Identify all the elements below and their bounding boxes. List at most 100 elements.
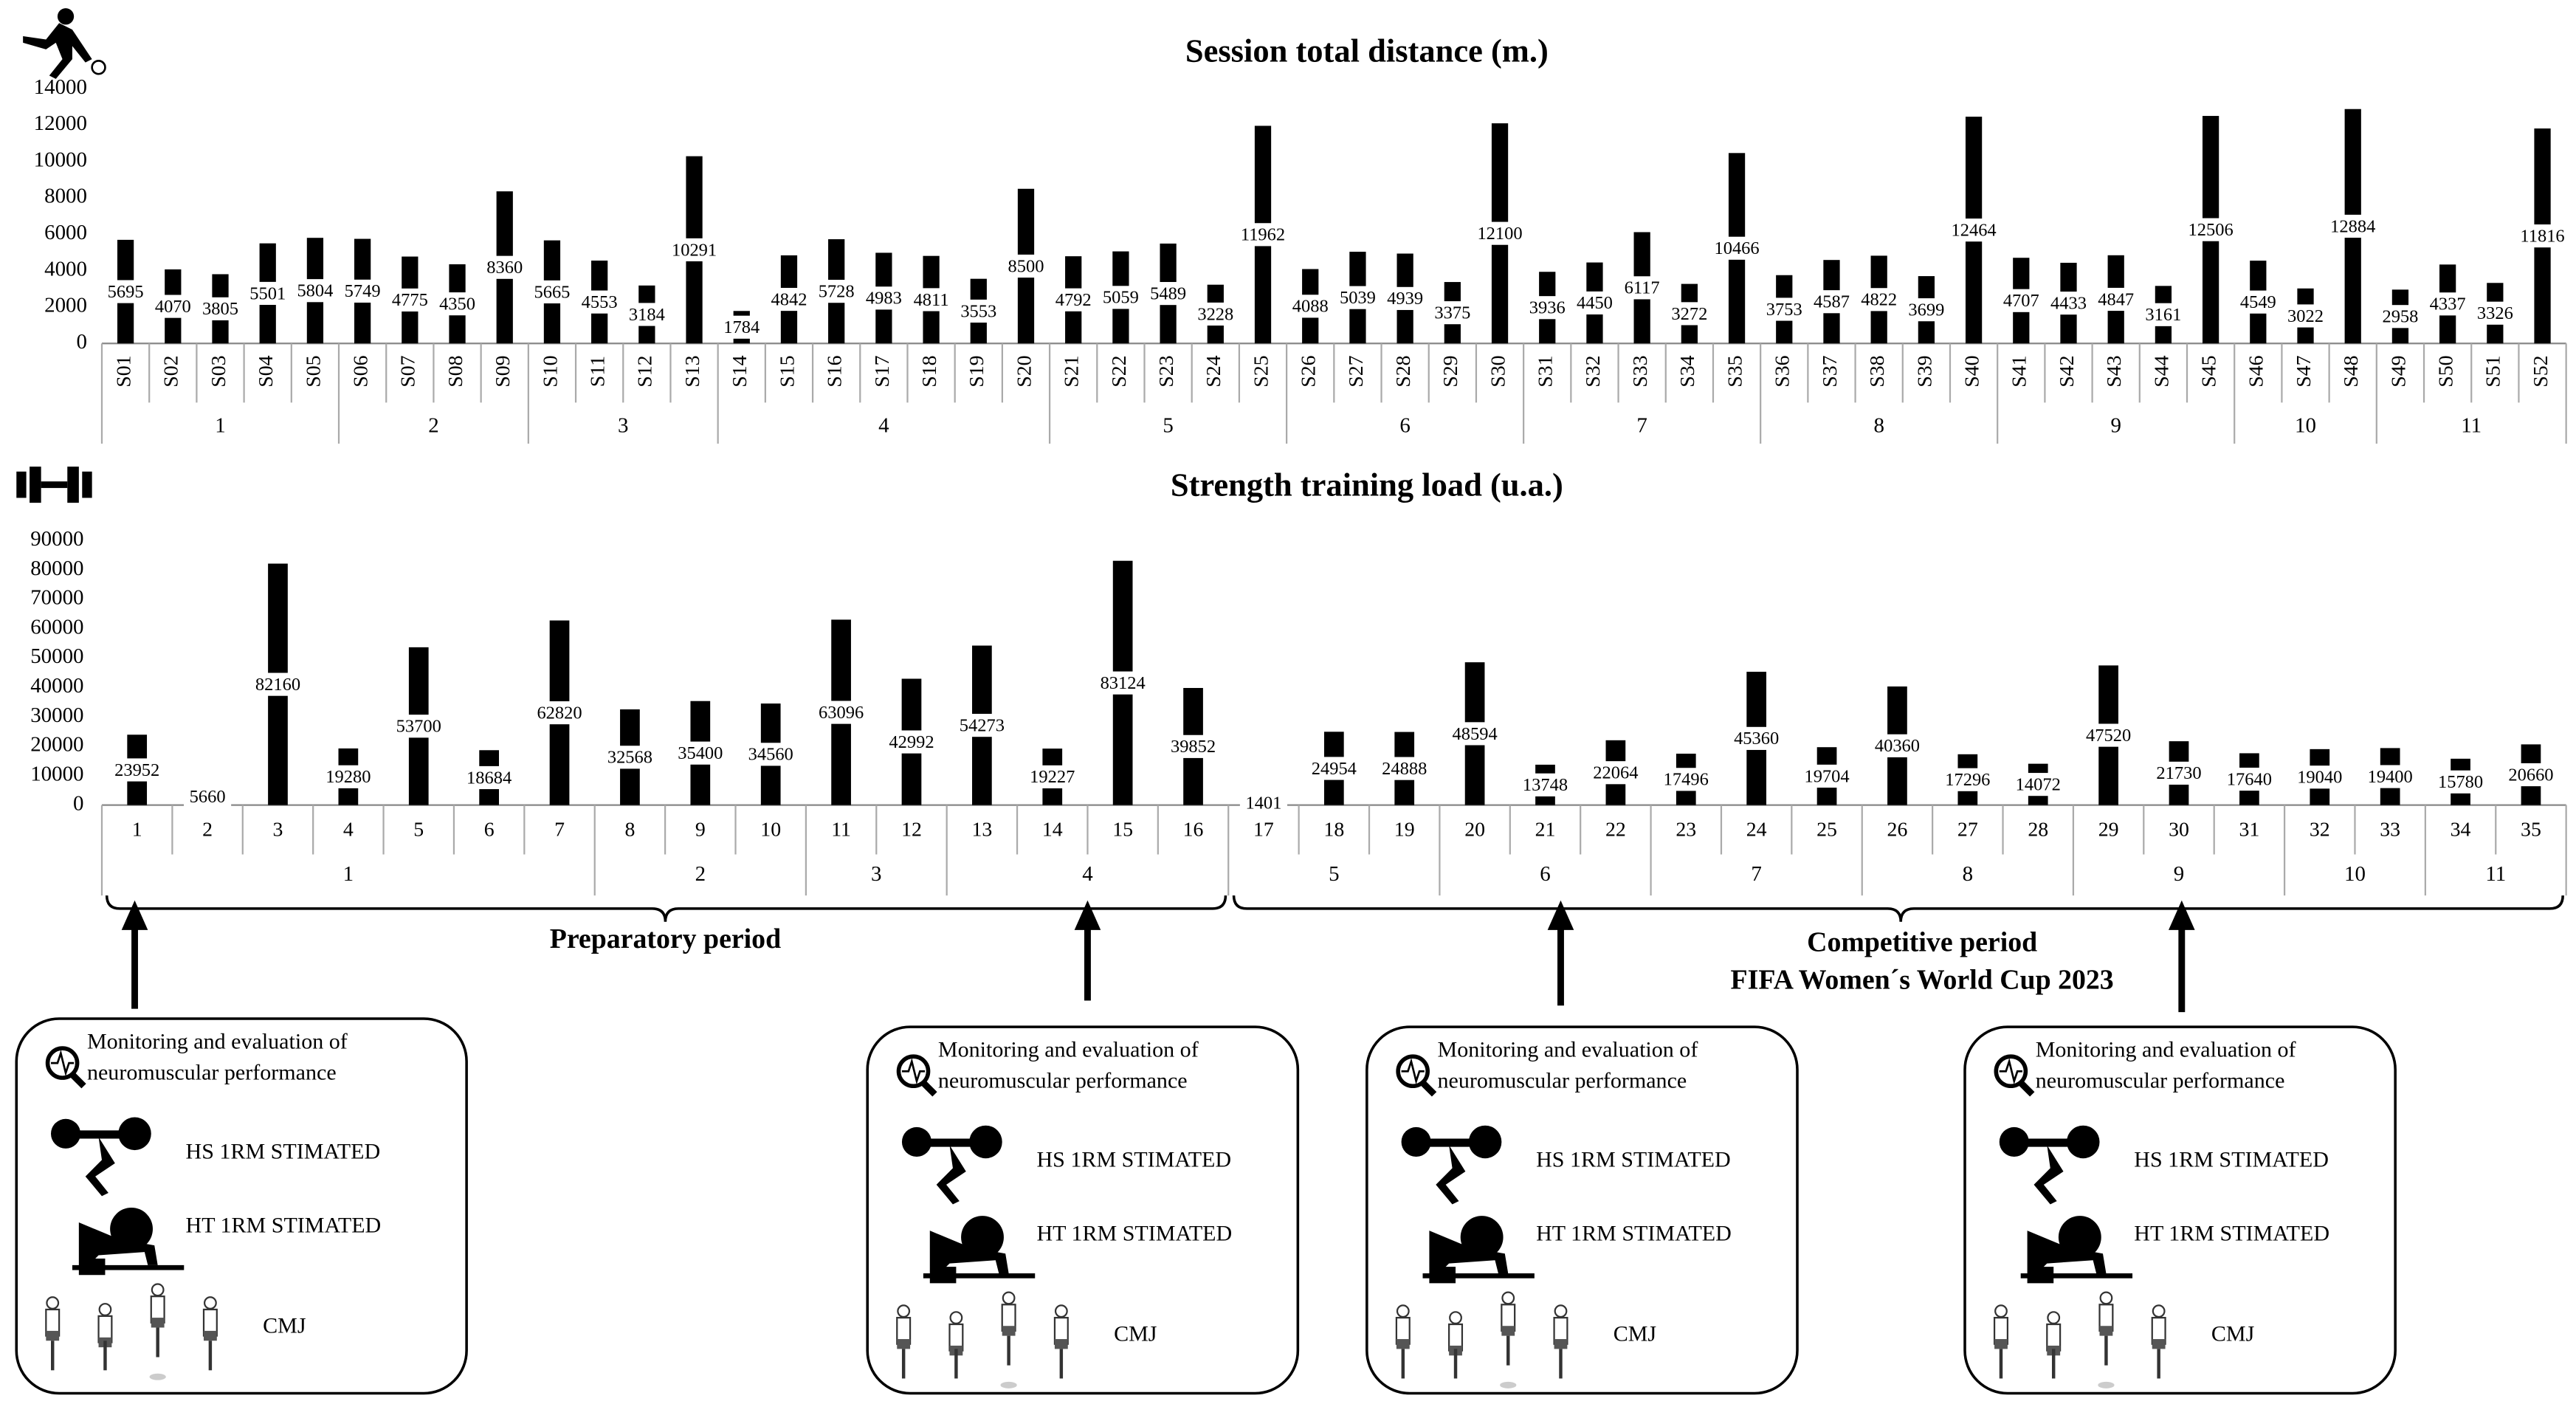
x-tick-label: S44 — [2150, 355, 2173, 387]
value-label: 40360 — [1875, 736, 1920, 756]
value-label-bg — [883, 730, 940, 754]
squat-figure — [2033, 1145, 2064, 1205]
value-label: 19227 — [1030, 767, 1075, 787]
x-tick-label: S22 — [1108, 355, 1131, 387]
value-label-bg — [149, 295, 197, 318]
group-label: 4 — [878, 413, 889, 437]
x-tick-label: S47 — [2293, 355, 2315, 387]
x-tick-label: S42 — [2056, 355, 2079, 387]
jump-shadow — [1000, 1381, 1017, 1388]
x-tick-label: S13 — [681, 355, 704, 387]
value-label-bg — [108, 758, 166, 782]
x-tick-label: 3 — [273, 819, 283, 842]
bench — [1422, 1273, 1535, 1279]
value-label-bg — [1305, 757, 1363, 780]
value-label: 32568 — [607, 748, 652, 768]
x-tick-label: S23 — [1155, 355, 1178, 387]
pulse-icon — [50, 1049, 75, 1077]
value-label: 5665 — [534, 282, 570, 302]
value-label-bg — [2045, 292, 2093, 315]
x-tick-label: S29 — [1439, 355, 1462, 387]
box-title: neuromuscular performance — [2036, 1069, 2285, 1093]
jumper-shorts — [1994, 1339, 2008, 1349]
jump-shadow — [1500, 1381, 1517, 1388]
value-label-bg — [1164, 734, 1222, 758]
value-label: 13748 — [1523, 775, 1568, 795]
value-label: 3326 — [2477, 303, 2513, 323]
barbell — [1406, 1138, 1498, 1147]
test-label: HS 1RM STIMATED — [186, 1139, 381, 1163]
test-label: CMJ — [1614, 1321, 1657, 1346]
jumper-shorts — [46, 1330, 60, 1341]
value-label: 4842 — [771, 289, 807, 309]
value-label-bg — [1855, 288, 1903, 312]
y-tick-label: 80000 — [30, 557, 83, 580]
test-label: HS 1RM STIMATED — [1536, 1148, 1731, 1172]
bench — [923, 1273, 1036, 1279]
value-label: 19400 — [2368, 767, 2413, 787]
value-label-bg — [1334, 286, 1382, 309]
bench-leg — [1429, 1267, 1456, 1284]
value-label: 10291 — [672, 240, 717, 260]
value-label: 34560 — [748, 745, 793, 765]
arrow-head — [121, 900, 148, 930]
value-label: 19280 — [326, 767, 371, 787]
squat-figure — [1436, 1145, 1466, 1205]
x-tick-label: 34 — [2451, 819, 2471, 842]
x-tick-label: S43 — [2103, 355, 2126, 387]
value-label: 45360 — [1734, 729, 1779, 749]
x-tick-label: S11 — [587, 356, 610, 387]
jumper-shorts — [1054, 1339, 1068, 1349]
x-tick-label: 35 — [2521, 819, 2541, 842]
x-tick-label: S27 — [1345, 355, 1368, 387]
value-label-bg — [196, 297, 244, 320]
value-label-bg — [2079, 723, 2138, 747]
x-tick-label: S25 — [1250, 355, 1272, 387]
value-label-bg — [1428, 301, 1476, 325]
x-tick-label: 29 — [2098, 819, 2119, 842]
value-label-bg — [2290, 765, 2349, 789]
value-label-bg — [1287, 295, 1335, 318]
dumbbell-icon — [16, 467, 92, 503]
value-label-bg — [1727, 726, 1785, 750]
plate — [969, 1125, 1002, 1159]
value-label-bg — [742, 743, 800, 766]
value-label: 3699 — [1908, 300, 1944, 320]
pulse-icon — [1999, 1058, 2022, 1085]
test-label: HT 1RM STIMATED — [1036, 1222, 1232, 1246]
group-label: 2 — [695, 862, 706, 886]
y-tick-label: 70000 — [30, 586, 83, 610]
y-tick-label: 6000 — [44, 221, 87, 244]
x-tick-label: 18 — [1323, 819, 1344, 842]
value-label: 24888 — [1382, 759, 1427, 779]
chart-title: Strength training load (u.a.) — [1171, 466, 1563, 503]
value-label: 4337 — [2430, 295, 2466, 314]
x-tick-label: 12 — [901, 819, 922, 842]
x-tick-label: 22 — [1605, 819, 1626, 842]
period-label: FIFA Women´s World Cup 2023 — [1731, 965, 2114, 996]
value-label-bg — [1375, 757, 1433, 780]
value-label-bg — [2361, 765, 2420, 788]
y-tick-label: 10000 — [30, 762, 83, 785]
chart-title: Session total distance (m.) — [1185, 32, 1549, 69]
jumper-shorts — [897, 1339, 911, 1349]
x-tick-label: S07 — [397, 355, 420, 387]
group-label: 11 — [2485, 862, 2506, 886]
x-tick-label: S02 — [160, 355, 183, 387]
magnifier-icon — [45, 1046, 80, 1080]
value-label-bg — [1760, 297, 1808, 321]
value-label: 4553 — [582, 292, 618, 312]
x-tick-label: 25 — [1816, 819, 1837, 842]
x-tick-label: 32 — [2310, 819, 2330, 842]
value-label: 4847 — [2098, 289, 2134, 309]
value-label: 12506 — [2188, 220, 2234, 240]
value-label: 15780 — [2438, 772, 2483, 792]
jumper-shorts — [1554, 1339, 1568, 1349]
y-tick-label: 4000 — [44, 257, 87, 281]
value-label: 4070 — [155, 297, 191, 317]
x-tick-label: S18 — [918, 355, 941, 387]
x-tick-label: 7 — [554, 819, 565, 842]
x-tick-label: 2 — [202, 819, 213, 842]
value-label-bg — [1234, 223, 1292, 247]
